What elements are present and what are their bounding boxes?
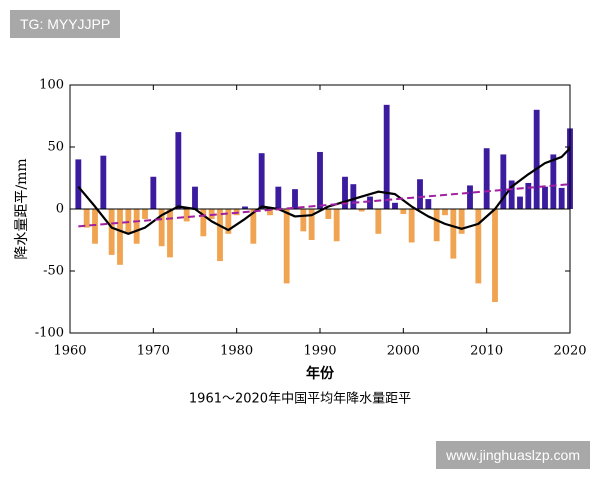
bar xyxy=(275,186,282,209)
bar xyxy=(375,209,382,234)
bar xyxy=(142,209,148,219)
bar xyxy=(300,209,307,232)
x-tick-label: 2020 xyxy=(553,344,586,359)
bar xyxy=(450,209,457,259)
bar xyxy=(308,209,315,240)
y-tick-label: -50 xyxy=(43,264,64,279)
bar xyxy=(208,209,215,219)
y-tick-label: 50 xyxy=(47,140,64,155)
chart-title: 1961～2020年中国平均年降水量距平 xyxy=(189,392,411,407)
bar xyxy=(200,209,207,237)
bar xyxy=(408,209,415,243)
bar xyxy=(342,176,348,209)
bar xyxy=(292,189,298,209)
bar xyxy=(242,206,248,209)
bar xyxy=(258,153,265,209)
bar xyxy=(225,209,232,234)
bar xyxy=(150,176,157,209)
bar xyxy=(475,209,482,284)
x-tick-label: 2000 xyxy=(387,344,420,359)
bar xyxy=(125,209,132,234)
watermark: www.jinghuaslzp.com xyxy=(436,441,590,469)
y-tick-label: -100 xyxy=(35,326,64,341)
line xyxy=(77,147,571,235)
bar xyxy=(367,196,373,209)
bar xyxy=(75,159,82,209)
bar xyxy=(425,199,432,209)
bar xyxy=(500,154,507,209)
bar xyxy=(167,209,173,258)
bar xyxy=(133,209,140,244)
plot-frame xyxy=(69,84,571,334)
y-tick-label: 0 xyxy=(56,202,64,217)
bar xyxy=(467,185,473,209)
bar xyxy=(392,202,398,209)
bar xyxy=(383,104,390,209)
x-tick-label: 1970 xyxy=(137,344,170,359)
x-tick-label: 1960 xyxy=(53,344,86,359)
bar xyxy=(442,209,448,216)
bar xyxy=(267,209,273,216)
bar xyxy=(92,209,98,244)
bar xyxy=(542,186,548,209)
bar xyxy=(250,209,257,244)
bar xyxy=(567,128,573,209)
bar xyxy=(417,179,423,209)
bar xyxy=(517,196,523,209)
bar xyxy=(317,151,323,209)
bar xyxy=(117,209,123,265)
x-tick-label: 2010 xyxy=(470,344,503,359)
x-tick-label: 1990 xyxy=(303,344,336,359)
watermark: TG: MYYJJPP xyxy=(10,10,121,38)
bar xyxy=(100,155,107,209)
bar xyxy=(350,184,357,209)
bar xyxy=(525,182,532,209)
bar xyxy=(550,154,557,209)
bar xyxy=(533,109,540,209)
bar xyxy=(508,180,515,209)
bar xyxy=(283,209,290,284)
bar xyxy=(108,209,115,255)
y-axis-label: 降水量距平/mm xyxy=(14,158,30,259)
bar xyxy=(192,186,198,209)
bar xyxy=(175,132,182,209)
bar xyxy=(458,209,465,234)
bar xyxy=(483,148,490,209)
bar xyxy=(433,209,440,242)
y-tick-label: 100 xyxy=(39,78,64,93)
bar xyxy=(233,209,240,216)
bar xyxy=(158,209,165,247)
bar xyxy=(83,209,90,228)
bar xyxy=(400,209,407,214)
bar xyxy=(492,209,498,302)
bar xyxy=(358,209,365,212)
x-tick-label: 1980 xyxy=(220,344,253,359)
bar xyxy=(325,209,332,219)
bar xyxy=(183,209,190,222)
bar xyxy=(333,209,340,242)
bar xyxy=(217,209,223,262)
x-axis-label: 年份 xyxy=(306,365,335,382)
line xyxy=(78,183,571,228)
bar xyxy=(558,187,565,209)
